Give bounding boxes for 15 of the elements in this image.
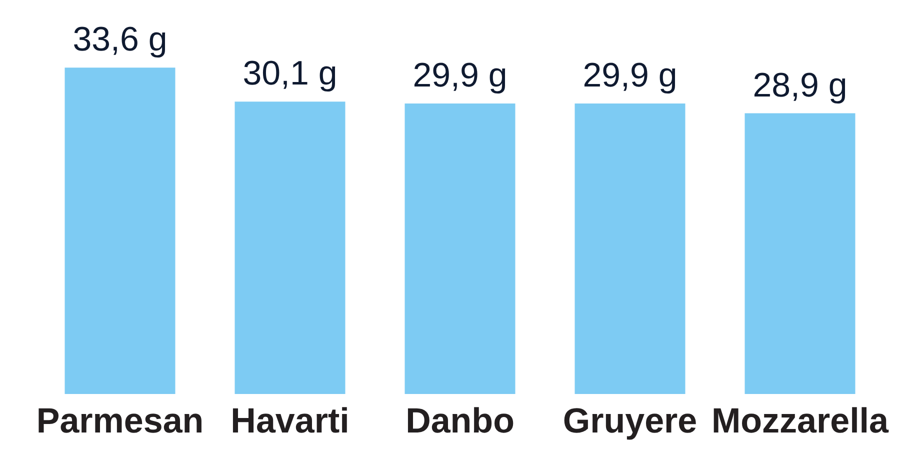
x-tick-label: Mozzarella [712, 402, 890, 441]
data-label: 30,1 g [242, 54, 338, 93]
bar [234, 102, 346, 394]
x-tick-label: Danbo [406, 402, 514, 441]
x-tick-label: Gruyere [562, 402, 698, 441]
data-label: 29,9 g [582, 56, 678, 95]
data-label: 29,9 g [412, 56, 508, 95]
bar [64, 68, 176, 394]
x-tick-label: Havarti [230, 402, 350, 441]
data-label: 28,9 g [752, 66, 848, 104]
bar [404, 104, 516, 394]
bar [574, 104, 686, 394]
x-tick-label: Parmesan [36, 402, 204, 441]
bar [744, 113, 856, 394]
data-label: 33,6 g [72, 20, 168, 59]
